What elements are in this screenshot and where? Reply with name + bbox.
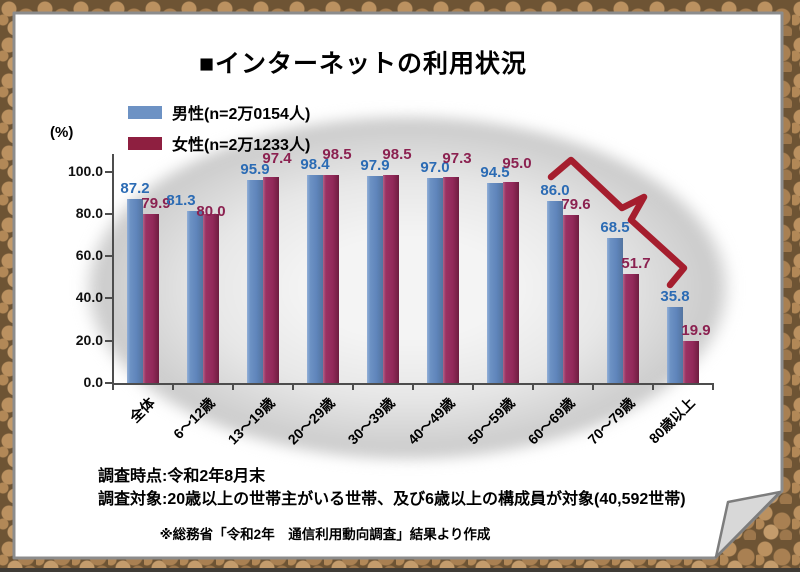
y-tick-mark (105, 255, 112, 258)
y-tick-label: 80.0 (75, 204, 103, 221)
legend-item-male: 男性(n=2万0154人) (128, 100, 310, 124)
bar-male-0 (127, 198, 143, 383)
bar-value-label-female-1: 80.0 (196, 202, 226, 220)
bar-value-label-female-2: 97.4 (262, 150, 292, 168)
legend-swatch-male (128, 105, 162, 119)
bar-value-label-female-3: 98.5 (322, 145, 352, 163)
bar-male-3 (307, 175, 323, 383)
bar-value-label-female-5: 97.3 (442, 150, 472, 168)
bar-male-7 (547, 201, 563, 383)
y-tick-label: 100.0 (67, 162, 103, 179)
bar-female-2 (263, 177, 279, 383)
note-survey-target: 調査対象:20歳以上の世帯主がいる世帯、及び6歳以上の構成員が対象(40,592… (98, 491, 686, 508)
bar-value-label-female-7: 79.6 (561, 195, 591, 213)
bar-value-label-male-4: 97.9 (360, 157, 390, 175)
x-tick-mark (472, 384, 474, 390)
y-tick-label: 20.0 (75, 331, 103, 348)
bar-female-9 (683, 340, 699, 383)
bar-value-label-male-8: 68.5 (600, 219, 630, 237)
bar-female-8 (623, 273, 639, 383)
bar-male-6 (487, 183, 503, 383)
bar-male-1 (187, 211, 203, 383)
bar-female-6 (503, 182, 519, 383)
bar-value-label-female-8: 51.7 (621, 254, 651, 272)
bar-value-label-male-9: 35.8 (660, 288, 690, 306)
x-tick-mark (712, 384, 714, 390)
bar-value-label-female-4: 98.5 (382, 145, 412, 163)
bar-value-label-female-6: 95.0 (502, 155, 532, 173)
legend-label-female: 女性(n=2万1233人) (172, 137, 311, 154)
bar-value-label-male-2: 95.9 (240, 161, 270, 179)
y-tick-mark (105, 382, 112, 384)
bar-value-label-male-3: 98.4 (300, 156, 330, 174)
bar-female-3 (323, 174, 339, 383)
y-tick-label: 40.0 (75, 289, 103, 306)
bar-male-5 (427, 178, 443, 383)
bar-female-7 (563, 214, 579, 383)
bar-female-1 (203, 213, 219, 383)
x-tick-mark (592, 384, 594, 390)
y-tick-mark (105, 339, 112, 342)
bar-male-9 (667, 307, 683, 383)
bar-value-label-male-7: 86.0 (540, 182, 570, 200)
bar-female-4 (383, 174, 399, 383)
x-tick-mark (112, 384, 114, 390)
y-tick-mark (105, 297, 112, 300)
bottom-shadow-strip (0, 568, 800, 572)
x-tick-mark (412, 384, 414, 390)
bar-female-5 (443, 177, 459, 383)
page-fold-corner (714, 490, 782, 559)
y-axis-unit-label: (%) (50, 124, 74, 141)
y-tick-label: 60.0 (75, 247, 103, 264)
bar-value-label-female-9: 19.9 (681, 321, 711, 339)
legend-item-female: 女性(n=2万1233人) (128, 131, 310, 155)
legend-label-male: 男性(n=2万0154人) (172, 106, 311, 123)
source-note: ※総務省「令和2年 通信利用動向調査」結果より作成 (159, 527, 491, 542)
y-tick-mark (105, 170, 112, 173)
bar-value-label-female-0: 79.9 (141, 195, 171, 213)
y-tick-label: 0.0 (83, 374, 103, 390)
bar-value-label-male-0: 87.2 (120, 179, 150, 197)
bar-female-0 (143, 214, 159, 383)
y-tick-mark (105, 212, 112, 215)
bar-male-4 (367, 176, 383, 383)
bar-male-8 (607, 238, 623, 383)
bar-value-label-male-6: 94.5 (480, 164, 510, 182)
bar-value-label-male-1: 81.3 (166, 192, 196, 210)
x-tick-mark (652, 384, 654, 390)
legend-swatch-female (128, 136, 162, 150)
x-tick-mark (352, 384, 354, 390)
x-tick-mark (292, 384, 294, 390)
bar-male-2 (247, 180, 263, 383)
note-survey-date: 調査時点:令和2年8月末 (98, 468, 266, 485)
x-tick-mark (172, 384, 174, 390)
x-tick-mark (232, 384, 234, 390)
chart-title: ■インターネットの利用状況 (198, 50, 528, 78)
legend: 男性(n=2万0154人) 女性(n=2万1233人) (128, 100, 310, 155)
x-tick-mark (532, 384, 534, 390)
y-axis-line (112, 154, 114, 385)
bar-value-label-male-5: 97.0 (420, 159, 450, 177)
